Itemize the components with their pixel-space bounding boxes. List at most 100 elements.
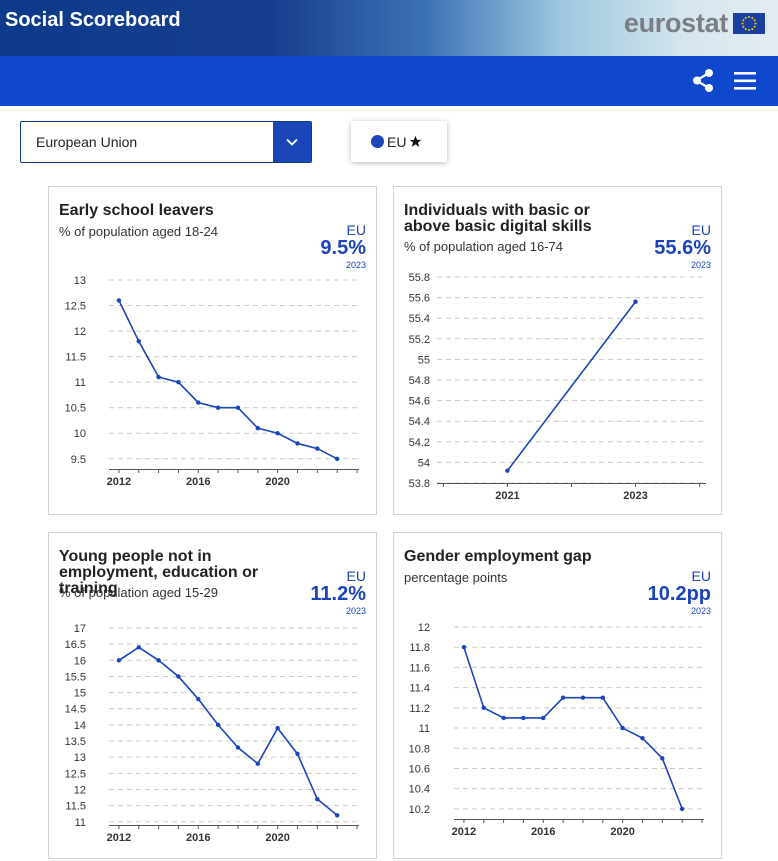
series-line xyxy=(463,646,683,810)
data-point[interactable] xyxy=(275,431,280,436)
card-year: 2023 xyxy=(345,606,366,616)
menu-button[interactable] xyxy=(730,66,760,96)
y-tick-label: 11.6 xyxy=(409,662,430,674)
data-point[interactable] xyxy=(315,446,320,451)
data-point[interactable] xyxy=(295,441,300,446)
card-title: Young people not in employment, educatio… xyxy=(59,548,259,597)
x-tick-label: 2016 xyxy=(186,476,210,488)
y-tick-label: 16.5 xyxy=(65,639,86,651)
series-line xyxy=(506,301,637,472)
data-point[interactable] xyxy=(215,722,221,728)
data-point[interactable] xyxy=(235,745,241,750)
data-point[interactable] xyxy=(156,658,161,663)
country-select-value: European Union xyxy=(36,134,138,150)
data-point[interactable] xyxy=(255,761,261,766)
indicator-card[interactable]: Gender employment gap percentage points … xyxy=(393,532,722,859)
card-title: Early school leavers xyxy=(59,202,214,219)
series-line xyxy=(118,646,338,816)
card-value: 9.5% xyxy=(320,237,366,259)
data-point[interactable] xyxy=(633,299,638,304)
y-tick-label: 15 xyxy=(74,688,86,700)
indicator-card[interactable]: Young people not in employment, educatio… xyxy=(48,532,377,859)
data-point[interactable] xyxy=(541,715,546,721)
y-tick-label: 11 xyxy=(419,723,430,735)
data-point[interactable] xyxy=(315,796,320,802)
y-tick-label: 10.2 xyxy=(409,804,430,816)
y-tick-label: 55.8 xyxy=(409,272,430,284)
data-point[interactable] xyxy=(275,725,280,731)
y-tick-label: 54.2 xyxy=(409,437,430,449)
data-point[interactable] xyxy=(196,400,201,405)
x-tick-label: 2020 xyxy=(610,826,634,838)
data-point[interactable] xyxy=(334,456,340,461)
country-select[interactable]: European Union xyxy=(20,121,312,163)
y-tick-label: 10.8 xyxy=(409,743,430,755)
card-subtitle: % of population aged 16-74 xyxy=(404,239,564,254)
data-point[interactable] xyxy=(600,695,606,700)
y-tick-label: 16 xyxy=(74,655,86,667)
line-chart: 11 11.5 12 12.5 13 13.5 14 14.5 15 15.5 16 16.5 17 20… xyxy=(65,623,359,844)
y-tick-label: 55.6 xyxy=(409,293,430,305)
data-point[interactable] xyxy=(521,715,526,721)
share-button[interactable] xyxy=(688,66,718,96)
data-point[interactable] xyxy=(215,405,221,410)
data-point[interactable] xyxy=(640,735,645,741)
x-tick-label: 2016 xyxy=(531,826,555,838)
y-tick-label: 10 xyxy=(74,428,86,440)
data-point[interactable] xyxy=(136,339,141,344)
line-chart: 9.5 10 10.5 11 11.5 12 12.5 13 2012 2016 2020 xyxy=(65,275,359,488)
x-tick-label: 2020 xyxy=(265,832,289,844)
card-subtitle: percentage points xyxy=(404,570,508,585)
country-select-toggle[interactable] xyxy=(273,122,311,162)
y-tick-label: 14 xyxy=(74,720,86,732)
x-tick-label: 2023 xyxy=(623,490,647,502)
data-point[interactable] xyxy=(501,715,506,721)
data-point[interactable] xyxy=(136,645,141,650)
top-banner: Social Scoreboard eurostat xyxy=(0,0,778,56)
data-point[interactable] xyxy=(660,756,665,761)
data-point[interactable] xyxy=(505,468,510,473)
data-point[interactable] xyxy=(235,405,241,410)
card-year: 2023 xyxy=(690,606,711,616)
data-point[interactable] xyxy=(679,806,685,812)
hamburger-menu-icon xyxy=(734,72,756,90)
navigation-bar xyxy=(0,56,778,106)
x-tick-label: 2012 xyxy=(107,476,131,488)
legend-chip[interactable]: EU xyxy=(351,121,447,162)
data-point[interactable] xyxy=(620,725,625,731)
data-point[interactable] xyxy=(116,298,122,303)
y-tick-label: 12 xyxy=(74,784,86,796)
data-point[interactable] xyxy=(560,695,566,700)
card-value: 55.6% xyxy=(654,237,711,259)
y-tick-label: 12.5 xyxy=(65,301,86,313)
data-point[interactable] xyxy=(176,674,181,679)
y-tick-label: 9.5 xyxy=(71,454,86,466)
y-tick-label: 11.5 xyxy=(65,352,86,364)
card-geo-label: EU xyxy=(346,568,366,584)
logo-text: eurostat xyxy=(623,8,728,38)
line-chart: 10.2 10.4 10.6 10.8 11 11.2 11.4 11.6 11.8 12 2012… xyxy=(409,622,704,838)
data-point[interactable] xyxy=(334,813,340,818)
data-point[interactable] xyxy=(116,658,122,663)
share-icon xyxy=(693,69,713,92)
data-point[interactable] xyxy=(176,379,181,385)
indicator-card[interactable]: Early school leavers % of population age… xyxy=(48,186,377,515)
y-tick-label: 10.5 xyxy=(65,403,86,415)
card-subtitle: % of population aged 15-29 xyxy=(59,585,219,600)
y-tick-label: 53.8 xyxy=(409,478,430,490)
y-tick-label: 17 xyxy=(74,623,86,635)
data-point[interactable] xyxy=(461,645,467,650)
data-point[interactable] xyxy=(196,696,201,702)
data-point[interactable] xyxy=(255,425,261,431)
data-point[interactable] xyxy=(481,705,486,711)
series-line xyxy=(118,300,338,460)
data-point[interactable] xyxy=(156,374,161,380)
x-tick-label: 2016 xyxy=(186,832,210,844)
x-tick-label: 2020 xyxy=(265,476,289,488)
data-point[interactable] xyxy=(580,695,586,700)
data-point[interactable] xyxy=(295,751,300,757)
eurostat-logo[interactable]: eurostat xyxy=(624,8,765,39)
app-title: Social Scoreboard xyxy=(5,9,181,31)
legend-label: EU xyxy=(387,133,407,150)
indicator-card[interactable]: Individuals with basic or above basic di… xyxy=(393,186,722,515)
